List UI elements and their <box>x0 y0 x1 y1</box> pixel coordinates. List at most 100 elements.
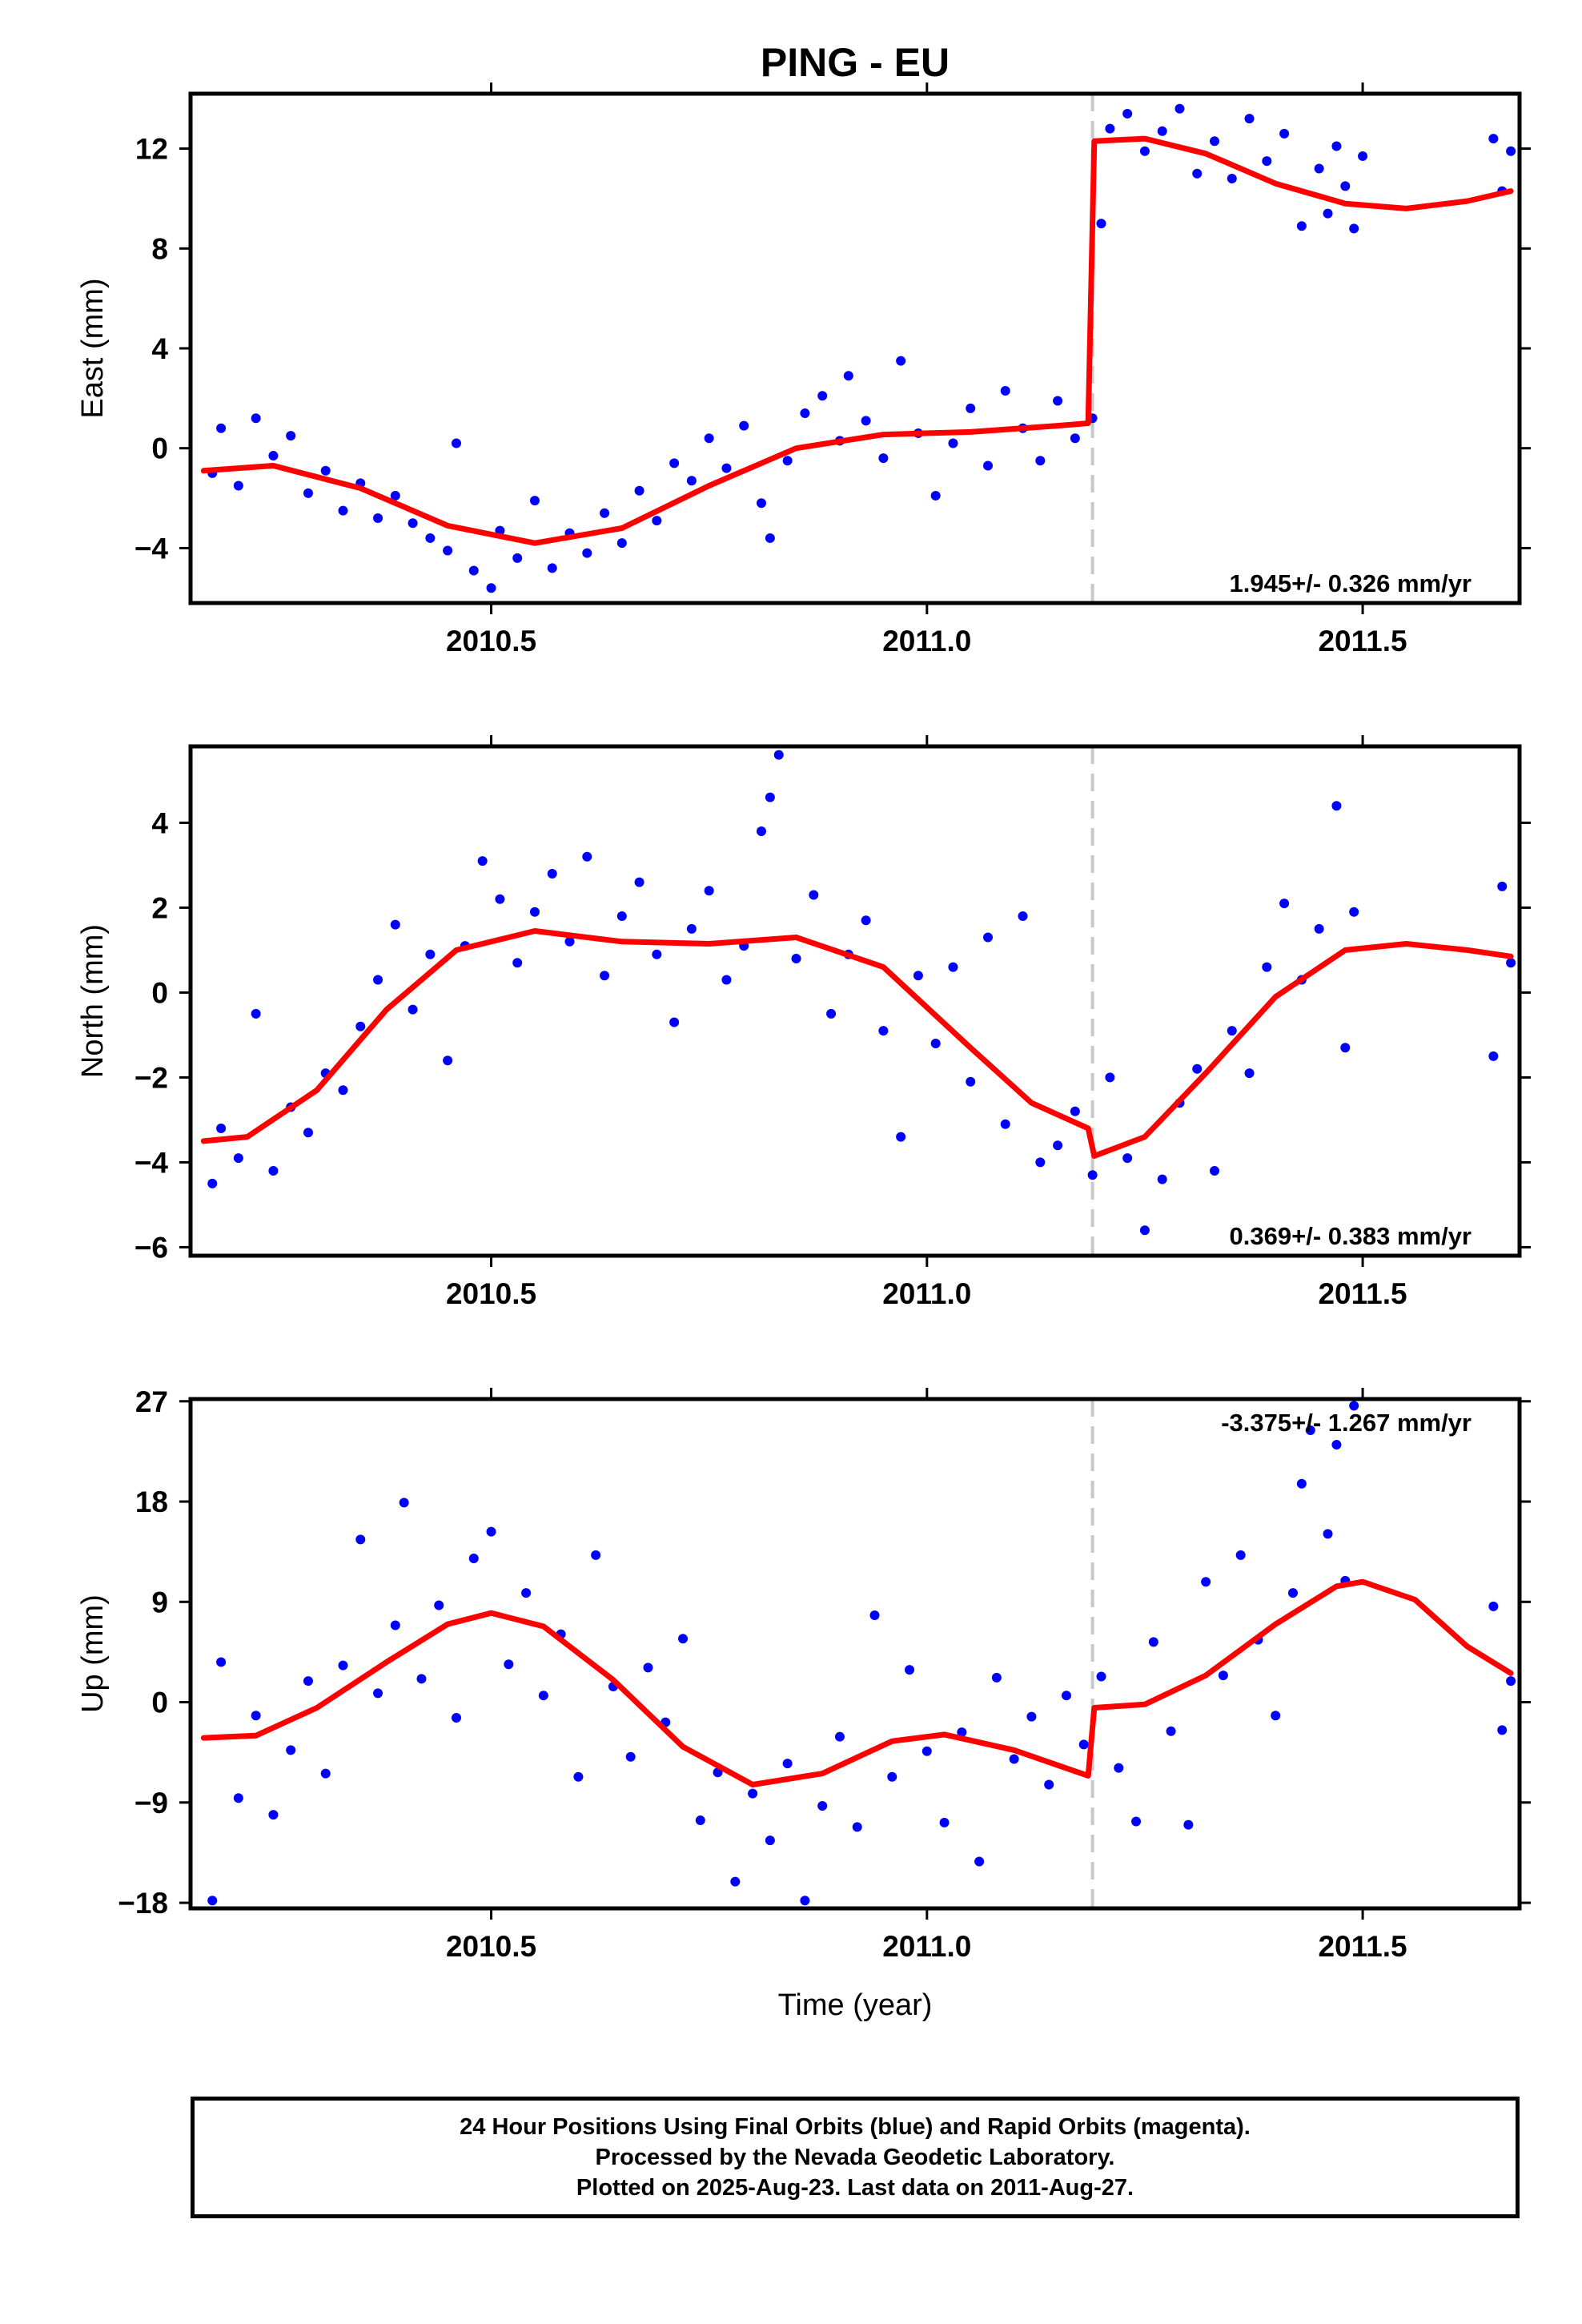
data-point <box>765 1835 775 1846</box>
data-point <box>452 1713 461 1723</box>
data-point <box>1096 1671 1106 1682</box>
data-point <box>634 877 644 887</box>
y-tick-label: 12 <box>135 133 168 166</box>
data-point <box>1139 1225 1150 1236</box>
data-point <box>791 954 801 963</box>
data-point <box>425 949 436 959</box>
x-tick-label: 2011.0 <box>882 1930 971 1963</box>
data-point <box>1314 163 1324 174</box>
data-point <box>1506 958 1516 968</box>
x-tick-label: 2010.5 <box>446 625 536 657</box>
data-point <box>625 1751 636 1762</box>
data-point <box>678 1634 689 1644</box>
data-point <box>957 1727 967 1738</box>
data-point <box>966 403 976 413</box>
data-point <box>1271 1711 1281 1721</box>
y-tick-label: −18 <box>118 1887 168 1920</box>
data-point <box>303 488 313 498</box>
x-tick-label: 2011.0 <box>882 625 971 657</box>
model-curve <box>200 1578 1514 1787</box>
data-point <box>896 356 906 366</box>
data-point <box>233 1153 243 1164</box>
data-point <box>1305 1425 1315 1435</box>
data-point <box>477 856 488 866</box>
data-point <box>834 1731 845 1742</box>
chart-panel-1: 2010.5 2011.0 2011.5 −4 0 4 8 12 East (mm) 1.945+… <box>76 82 1531 657</box>
data-point <box>1340 1043 1351 1053</box>
data-point <box>1000 386 1010 396</box>
data-point <box>486 1526 496 1537</box>
data-point <box>782 456 793 466</box>
data-point <box>817 391 828 401</box>
rate-label: 1.945+/- 0.326 mm/yr <box>1230 569 1472 597</box>
data-point <box>582 851 592 862</box>
data-point <box>930 1039 941 1048</box>
data-point <box>739 420 749 431</box>
data-point <box>1235 1550 1246 1560</box>
data-point <box>721 975 732 985</box>
data-point <box>913 971 923 981</box>
data-point <box>634 485 644 496</box>
data-point <box>320 465 331 476</box>
data-point <box>1296 1478 1307 1489</box>
plot-frame <box>188 91 1522 605</box>
data-point <box>233 1793 243 1803</box>
rate-label: -3.375+/- 1.267 mm/yr <box>1221 1409 1472 1437</box>
plot-area <box>200 1399 1516 1908</box>
y-tick-label: 0 <box>151 1687 168 1719</box>
data-point <box>878 453 889 464</box>
data-point <box>1349 1401 1359 1411</box>
data-point <box>983 932 993 943</box>
y-tick-label: −4 <box>135 532 169 565</box>
data-point <box>268 1166 279 1176</box>
data-point <box>652 949 662 959</box>
data-point <box>765 533 775 543</box>
data-point <box>869 1610 880 1620</box>
data-point <box>721 463 732 473</box>
data-point <box>948 438 958 448</box>
data-point <box>443 1055 453 1066</box>
data-point <box>512 958 523 968</box>
data-point <box>416 1674 427 1684</box>
data-point <box>1488 134 1499 144</box>
y-tick-label: 27 <box>135 1385 168 1418</box>
data-point <box>399 1498 409 1508</box>
data-point <box>966 1076 976 1087</box>
data-point <box>1349 223 1359 234</box>
data-point <box>529 496 540 506</box>
data-point <box>1035 1157 1046 1168</box>
data-point <box>1358 151 1368 161</box>
data-point <box>1070 1106 1080 1116</box>
data-point <box>529 907 540 917</box>
data-point <box>1497 881 1508 891</box>
data-point <box>268 1810 279 1820</box>
x-tick-label: 2010.5 <box>446 1277 536 1310</box>
data-point <box>1139 146 1150 156</box>
y-tick-label: 4 <box>151 806 168 839</box>
data-point <box>373 975 383 985</box>
data-point <box>748 1788 758 1799</box>
data-point <box>878 1026 889 1036</box>
data-point <box>1210 136 1220 147</box>
data-point <box>390 919 400 930</box>
data-point <box>1053 1140 1063 1151</box>
data-point <box>1323 1529 1333 1539</box>
data-point <box>251 413 261 424</box>
data-point <box>521 1588 532 1598</box>
data-point <box>1349 907 1359 917</box>
plot-area <box>200 746 1516 1256</box>
data-point <box>974 1856 985 1867</box>
plot-frame <box>188 744 1522 1258</box>
data-point <box>800 408 810 419</box>
data-point <box>1323 208 1333 219</box>
panels-group: 2010.5 2011.0 2011.5 −4 0 4 8 12 East (mm) 1.945+… <box>76 82 1531 2022</box>
data-point <box>1131 1816 1142 1827</box>
data-point <box>616 538 627 549</box>
data-point <box>616 911 627 921</box>
data-point <box>852 1822 862 1832</box>
data-point <box>1244 114 1255 124</box>
data-point <box>1331 1440 1342 1450</box>
data-point <box>643 1663 653 1673</box>
data-point <box>1192 1063 1203 1074</box>
